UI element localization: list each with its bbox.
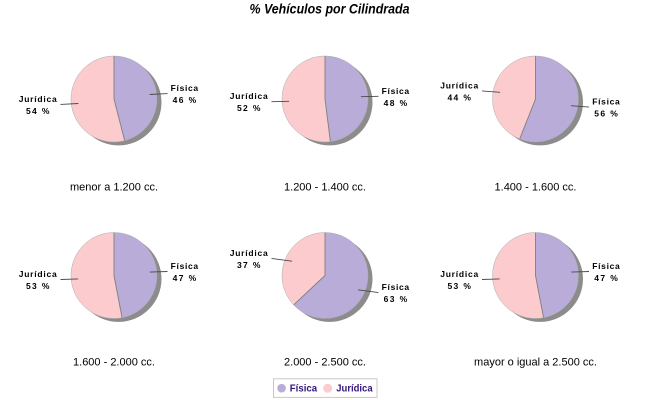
- svg-text:% Vehículos por Cilindrada: % Vehículos por Cilindrada: [250, 1, 410, 17]
- svg-text:menor a 1.200 cc.: menor a 1.200 cc.: [70, 182, 158, 194]
- svg-text:Física: Física: [290, 383, 318, 394]
- svg-text:1.400 - 1.600 cc.: 1.400 - 1.600 cc.: [495, 182, 577, 194]
- svg-text:Jurídica: Jurídica: [336, 384, 373, 395]
- svg-text:1.200 - 1.400 cc.: 1.200 - 1.400 cc.: [284, 182, 366, 194]
- svg-text:2.000 - 2.500 cc.: 2.000 - 2.500 cc.: [284, 357, 366, 369]
- svg-text:1.600 - 2.000 cc.: 1.600 - 2.000 cc.: [73, 357, 155, 369]
- svg-text:mayor o igual a 2.500 cc.: mayor o igual a 2.500 cc.: [474, 357, 597, 369]
